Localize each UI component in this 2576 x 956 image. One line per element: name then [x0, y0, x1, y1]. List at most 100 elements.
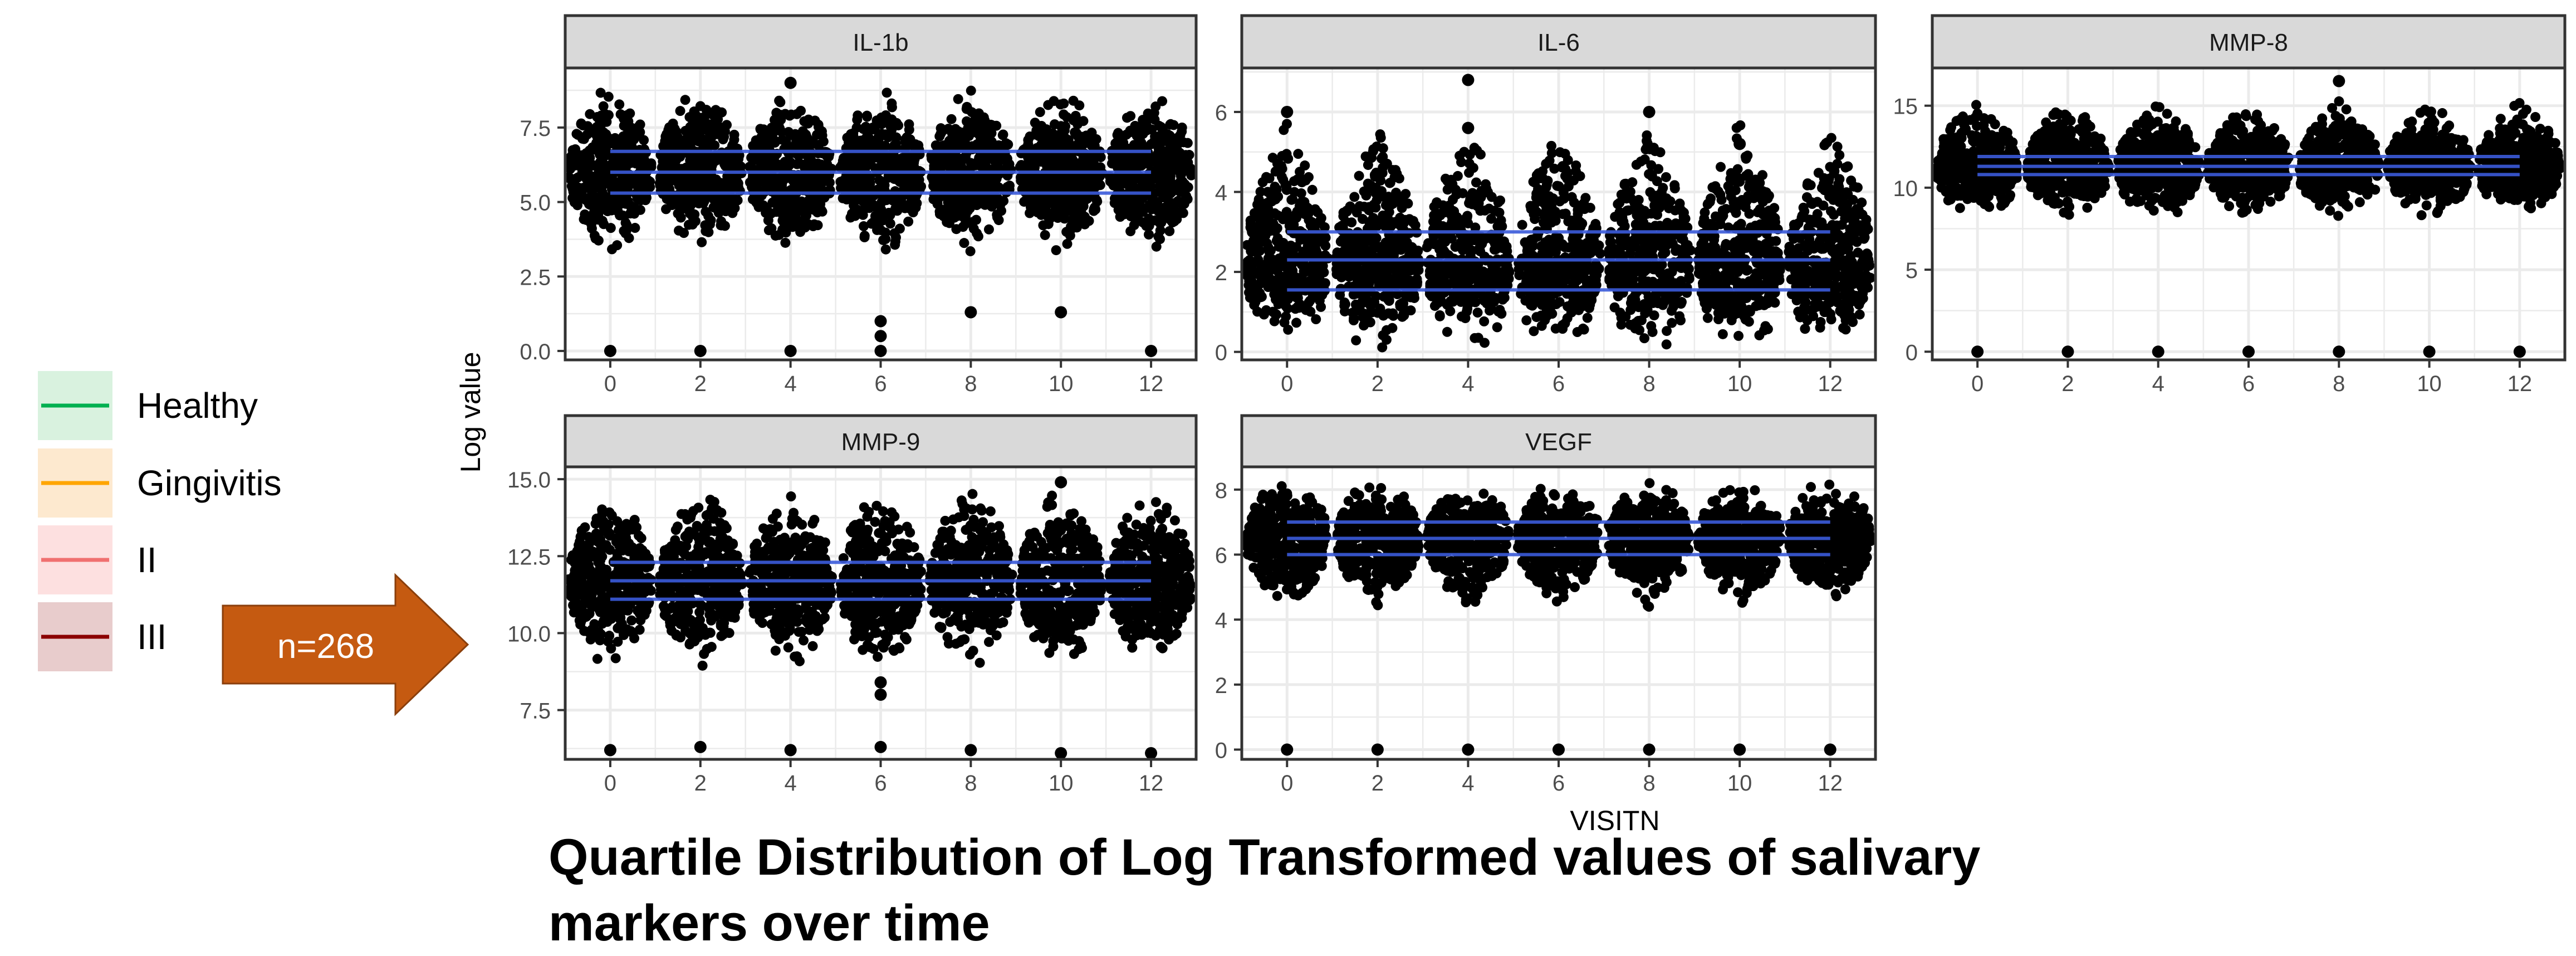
- data-point: [1547, 148, 1557, 158]
- data-point: [717, 221, 727, 231]
- data-point: [951, 156, 961, 166]
- data-point: [1375, 261, 1385, 271]
- data-point: [1575, 171, 1585, 181]
- data-point: [1639, 333, 1649, 343]
- data-point: [576, 119, 586, 129]
- data-point: [1384, 296, 1394, 306]
- data-point: [942, 193, 952, 203]
- data-point: [1580, 204, 1590, 214]
- data-point: [861, 122, 871, 132]
- data-point: [1083, 186, 1093, 196]
- x-tick-label: 4: [785, 372, 797, 396]
- data-point: [1733, 308, 1743, 318]
- data-point: [582, 194, 592, 204]
- data-point: [1409, 293, 1419, 303]
- data-point: [852, 123, 862, 133]
- data-point: [992, 212, 1002, 222]
- data-point: [783, 208, 793, 218]
- data-point: [1270, 226, 1280, 236]
- data-point: [1318, 235, 1328, 245]
- data-point: [1178, 177, 1188, 187]
- data-point: [693, 182, 703, 192]
- data-point: [812, 207, 822, 217]
- data-point: [1670, 183, 1680, 193]
- data-point: [1297, 174, 1307, 184]
- data-point: [706, 215, 716, 225]
- data-point: [704, 128, 714, 138]
- data-point: [1642, 303, 1652, 313]
- data-point: [1154, 121, 1164, 131]
- data-point: [758, 124, 768, 134]
- data-point: [1585, 248, 1595, 258]
- data-point: [585, 109, 595, 119]
- data-point: [1763, 324, 1773, 334]
- legend-item-1: Gingivitis: [38, 448, 282, 518]
- data-point: [1479, 316, 1489, 326]
- data-point: [600, 109, 610, 119]
- data-point: [1025, 208, 1035, 218]
- data-point: [1591, 275, 1601, 285]
- data-point: [1470, 333, 1480, 343]
- data-point: [1169, 120, 1179, 130]
- y-tick-label: 0.0: [520, 340, 551, 364]
- data-point: [1500, 292, 1510, 303]
- data-point: [860, 231, 870, 241]
- data-point: [1413, 246, 1423, 256]
- data-point: [1398, 299, 1408, 309]
- data-point: [1605, 265, 1615, 275]
- data-point: [1155, 234, 1165, 244]
- data-point: [629, 209, 639, 219]
- data-point: [606, 223, 616, 233]
- data-point: [1380, 240, 1390, 250]
- data-point: [1676, 299, 1686, 309]
- data-point: [903, 217, 913, 227]
- data-point: [724, 206, 734, 216]
- data-point: [1661, 172, 1671, 182]
- data-point: [803, 119, 813, 129]
- data-point: [1398, 267, 1408, 277]
- data-point: [937, 141, 947, 151]
- data-point: [936, 123, 946, 133]
- data-point: [881, 245, 891, 255]
- data-point: [933, 153, 943, 163]
- data-point: [1277, 172, 1287, 182]
- data-point: [671, 155, 681, 165]
- data-point: [1465, 149, 1475, 159]
- data-point: [781, 225, 791, 235]
- data-point: [1159, 169, 1169, 179]
- data-point: [1388, 199, 1398, 209]
- data-point: [1537, 321, 1547, 331]
- data-point: [1338, 271, 1348, 281]
- data-point: [957, 179, 967, 189]
- legend-item-2: II: [38, 525, 157, 594]
- data-point: [582, 213, 592, 223]
- data-point: [807, 194, 817, 204]
- data-point: [1732, 240, 1742, 250]
- data-point: [1630, 291, 1640, 301]
- data-point: [813, 140, 823, 150]
- data-point: [565, 164, 575, 174]
- legend-label: Healthy: [137, 386, 258, 426]
- outlier-point: [1145, 345, 1157, 357]
- data-point: [695, 113, 705, 123]
- data-point: [801, 130, 811, 140]
- data-point: [1299, 247, 1309, 257]
- data-point: [621, 118, 631, 128]
- data-point: [1617, 189, 1627, 199]
- data-point: [1376, 133, 1386, 143]
- data-point: [1144, 230, 1154, 240]
- data-point: [1721, 239, 1731, 249]
- data-point: [870, 123, 880, 133]
- data-point: [1256, 202, 1266, 212]
- data-point: [612, 240, 622, 250]
- data-point: [1299, 197, 1309, 207]
- data-point: [835, 177, 845, 187]
- data-point: [1291, 318, 1301, 328]
- data-point: [1555, 196, 1565, 206]
- data-point: [1042, 209, 1052, 220]
- data-point: [713, 206, 723, 216]
- data-point: [693, 196, 703, 206]
- data-point: [1108, 153, 1118, 163]
- data-point: [960, 138, 970, 148]
- data-point: [1249, 296, 1259, 306]
